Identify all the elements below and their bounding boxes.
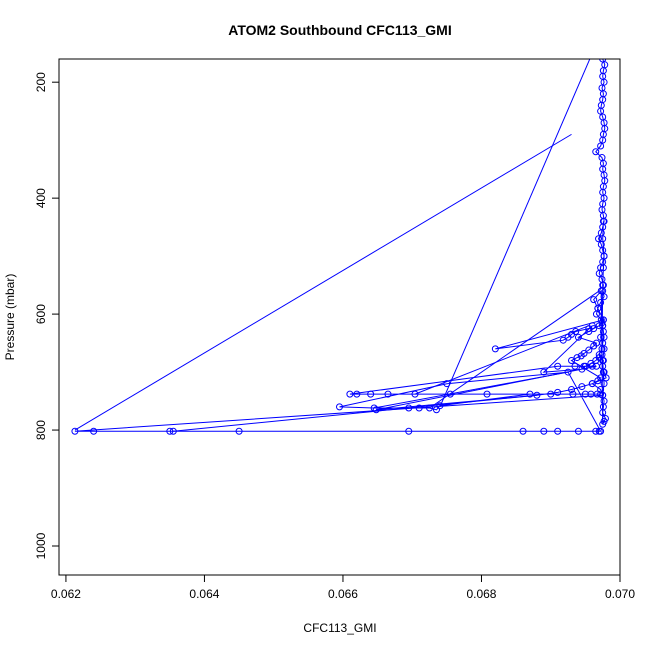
data-point xyxy=(599,368,607,376)
y-tick-label: 600 xyxy=(34,304,48,324)
x-tick-label: 0.070 xyxy=(605,587,635,601)
data-point xyxy=(415,404,423,412)
data-point xyxy=(599,281,607,289)
data-point xyxy=(600,293,608,301)
data-point xyxy=(597,142,605,150)
x-tick-label: 0.062 xyxy=(51,587,81,601)
data-point xyxy=(554,362,562,370)
data-point xyxy=(90,427,98,435)
data-point xyxy=(585,346,593,354)
data-point xyxy=(590,296,598,304)
series-segment xyxy=(429,290,600,409)
data-point xyxy=(600,380,608,388)
data-point xyxy=(597,374,605,382)
data-point xyxy=(580,350,588,358)
data-point xyxy=(405,427,413,435)
data-point xyxy=(564,368,572,376)
data-point xyxy=(235,427,243,435)
y-tick-label: 400 xyxy=(34,188,48,208)
data-point xyxy=(599,264,607,272)
data-point xyxy=(599,235,607,243)
data-point xyxy=(526,390,534,398)
series-segment xyxy=(439,59,591,408)
data-point xyxy=(595,235,603,243)
y-tick-label: 1000 xyxy=(34,532,48,559)
data-point xyxy=(372,406,380,414)
data-point xyxy=(574,427,582,435)
x-axis: 0.062 0.064 0.066 0.068 0.070 xyxy=(51,574,635,601)
x-axis-label: CFC113_GMI xyxy=(303,621,376,635)
data-point xyxy=(595,270,603,278)
data-point xyxy=(588,380,596,388)
data-point xyxy=(600,252,608,260)
data-point xyxy=(71,427,79,435)
data-point xyxy=(432,406,440,414)
data-point xyxy=(593,390,601,398)
data-point xyxy=(426,404,434,412)
data-point xyxy=(367,390,375,398)
data-point xyxy=(581,362,589,370)
data-point xyxy=(588,322,596,330)
data-point xyxy=(491,345,499,353)
series-group xyxy=(71,59,610,435)
data-point xyxy=(573,354,581,362)
data-point xyxy=(166,427,174,435)
data-point xyxy=(554,427,562,435)
series-segment xyxy=(74,133,572,431)
data-point xyxy=(540,368,548,376)
data-point xyxy=(597,390,605,398)
data-point xyxy=(574,333,582,341)
data-point xyxy=(436,402,444,410)
data-point xyxy=(568,385,576,393)
chart-title: ATOM2 Southbound CFC113_GMI xyxy=(228,22,452,38)
data-point xyxy=(578,383,586,391)
data-point xyxy=(595,351,603,359)
y-axis: 200 400 600 800 1000 xyxy=(34,72,60,559)
data-point xyxy=(336,403,343,411)
data-point xyxy=(353,390,361,398)
data-point xyxy=(483,390,491,398)
x-tick-label: 0.068 xyxy=(466,587,496,601)
data-point xyxy=(597,299,605,307)
data-point xyxy=(572,327,580,335)
data-point xyxy=(599,316,607,324)
data-point xyxy=(519,427,527,435)
data-point xyxy=(592,339,600,347)
series-segment xyxy=(414,325,590,395)
y-tick-label: 200 xyxy=(34,72,48,92)
data-point xyxy=(568,356,576,364)
plot-frame xyxy=(58,58,621,576)
data-point xyxy=(599,409,607,417)
data-point xyxy=(592,148,600,156)
data-point xyxy=(571,362,579,370)
y-axis-label: Pressure (mbar) xyxy=(3,274,17,361)
data-point xyxy=(598,351,606,359)
data-point xyxy=(592,427,600,435)
x-tick-label: 0.066 xyxy=(328,587,358,601)
data-point xyxy=(540,427,548,435)
data-point xyxy=(597,333,605,341)
data-point xyxy=(346,390,354,398)
data-point xyxy=(594,304,602,312)
series-segment xyxy=(374,371,569,409)
data-point xyxy=(547,390,555,398)
series-segment xyxy=(173,394,537,432)
y-tick-label: 800 xyxy=(34,420,48,440)
data-point xyxy=(597,427,605,435)
data-point xyxy=(384,390,392,398)
data-point xyxy=(599,217,607,225)
data-point xyxy=(554,388,562,396)
series-line xyxy=(74,59,607,432)
data-point xyxy=(599,420,607,428)
data-point xyxy=(411,390,419,398)
x-tick-label: 0.064 xyxy=(189,587,219,601)
series-layer xyxy=(71,59,610,435)
data-point xyxy=(569,390,577,398)
